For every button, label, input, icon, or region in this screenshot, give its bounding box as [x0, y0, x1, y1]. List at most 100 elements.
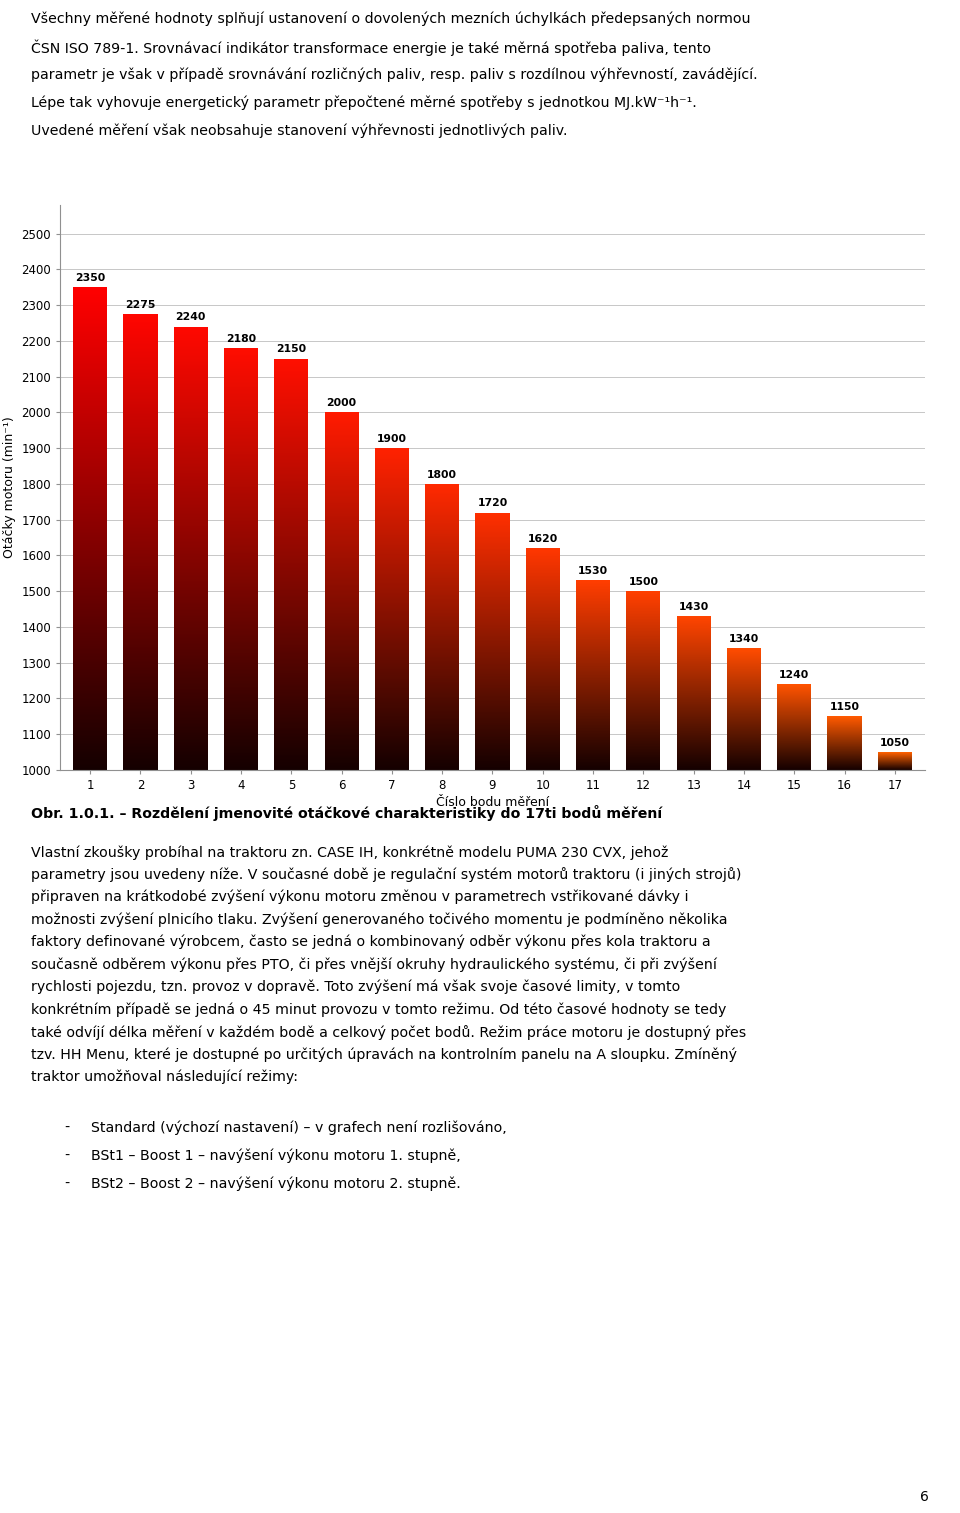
Bar	[73, 579, 108, 581]
Bar	[124, 530, 157, 531]
Bar	[73, 560, 108, 561]
Bar	[124, 670, 157, 672]
Bar	[124, 622, 157, 623]
Bar	[124, 651, 157, 652]
Bar	[124, 437, 157, 439]
Bar	[124, 616, 157, 617]
Bar	[73, 483, 108, 484]
Bar	[73, 505, 108, 508]
Bar	[124, 693, 157, 694]
Bar	[124, 663, 157, 664]
Bar	[73, 697, 108, 699]
Bar	[124, 629, 157, 632]
Bar	[124, 440, 157, 442]
Bar	[73, 737, 108, 738]
Bar	[73, 312, 108, 313]
Bar	[124, 735, 157, 737]
Bar	[124, 684, 157, 685]
Bar	[73, 471, 108, 472]
Bar	[73, 371, 108, 372]
Bar	[73, 561, 108, 563]
Bar	[124, 321, 157, 322]
Bar	[124, 649, 157, 651]
Bar	[73, 688, 108, 690]
Bar	[124, 564, 157, 566]
Bar	[124, 646, 157, 648]
Bar	[73, 720, 108, 722]
Bar	[73, 392, 108, 393]
Bar	[73, 649, 108, 651]
Bar	[124, 654, 157, 655]
Bar	[124, 389, 157, 390]
Bar	[124, 460, 157, 461]
Bar	[124, 711, 157, 713]
Bar	[124, 354, 157, 356]
Bar	[124, 356, 157, 357]
Bar	[124, 318, 157, 319]
Bar	[73, 523, 108, 525]
Bar	[124, 672, 157, 673]
Bar	[73, 351, 108, 353]
Bar	[73, 691, 108, 693]
Bar	[73, 667, 108, 669]
Bar	[124, 469, 157, 471]
Bar	[73, 694, 108, 696]
Bar	[124, 449, 157, 451]
Bar	[73, 475, 108, 477]
Bar	[124, 543, 157, 545]
Bar	[73, 672, 108, 673]
Bar	[124, 319, 157, 321]
Bar	[73, 345, 108, 346]
Bar	[124, 664, 157, 666]
Bar	[124, 552, 157, 554]
Text: rychlosti pojezdu, tzn. provoz v dopravě. Toto zvýšení má však svoje časové limi: rychlosti pojezdu, tzn. provoz v dopravě…	[31, 980, 680, 994]
Bar	[124, 678, 157, 679]
Bar	[124, 702, 157, 704]
Bar	[73, 575, 108, 576]
Bar	[73, 396, 108, 398]
Bar	[73, 399, 108, 401]
Bar	[73, 346, 108, 348]
Bar	[124, 386, 157, 387]
Bar	[73, 468, 108, 469]
Bar	[124, 542, 157, 543]
Bar	[73, 735, 108, 737]
Bar	[73, 307, 108, 309]
Bar	[124, 392, 157, 393]
Bar	[124, 322, 157, 324]
Bar	[73, 619, 108, 620]
Bar	[124, 722, 157, 723]
Bar	[124, 324, 157, 325]
Bar	[124, 507, 157, 508]
Bar	[73, 613, 108, 614]
Bar	[124, 758, 157, 760]
Bar	[124, 696, 157, 697]
Bar	[73, 756, 108, 758]
Bar	[124, 628, 157, 631]
Bar	[73, 708, 108, 711]
Bar	[73, 395, 108, 396]
Bar	[73, 295, 108, 297]
Bar	[124, 626, 157, 629]
Bar	[124, 519, 157, 520]
Bar	[73, 572, 108, 573]
Bar	[124, 331, 157, 333]
Bar	[124, 599, 157, 601]
Bar	[73, 511, 108, 513]
Bar	[124, 708, 157, 710]
Bar	[73, 767, 108, 769]
Text: Všechny měřené hodnoty splňují ustanovení o dovolených mezních úchylkách předeps: Všechny měřené hodnoty splňují ustanoven…	[31, 12, 750, 27]
Bar	[124, 445, 157, 446]
Bar	[124, 487, 157, 489]
Bar	[124, 495, 157, 496]
Bar	[124, 454, 157, 455]
Bar	[73, 492, 108, 493]
Bar	[124, 346, 157, 348]
Bar	[124, 769, 157, 770]
Bar	[124, 327, 157, 328]
Bar	[73, 604, 108, 605]
Bar	[73, 390, 108, 392]
Bar	[73, 501, 108, 502]
Bar	[73, 374, 108, 375]
Bar	[73, 605, 108, 608]
